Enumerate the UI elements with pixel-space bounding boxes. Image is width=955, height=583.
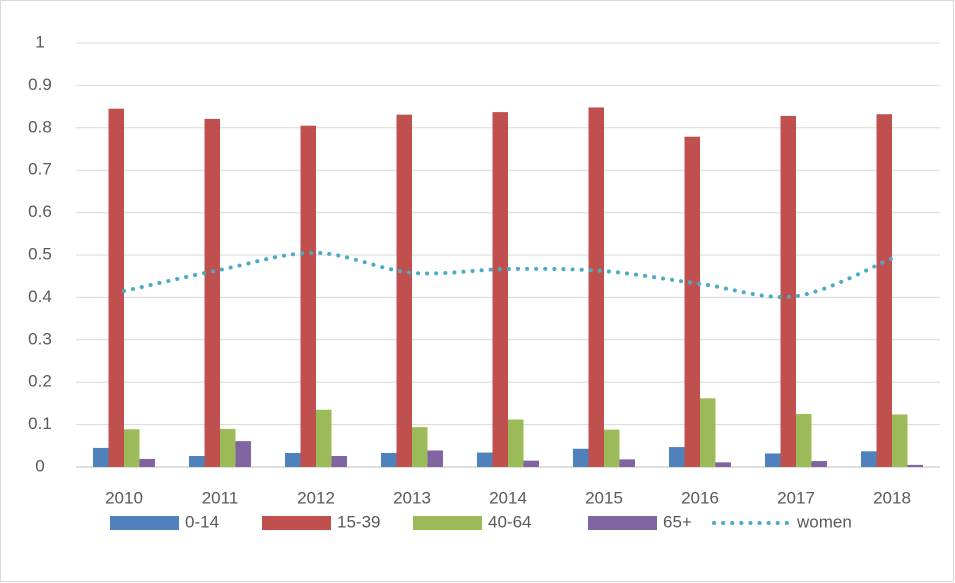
bar bbox=[235, 441, 251, 467]
legend-swatch bbox=[262, 516, 331, 530]
bar bbox=[811, 461, 827, 467]
legend-label: 0-14 bbox=[185, 512, 219, 531]
bar bbox=[477, 452, 493, 467]
y-tick-label: 1 bbox=[35, 32, 44, 51]
bar bbox=[907, 464, 923, 467]
bar bbox=[220, 428, 236, 467]
bar bbox=[108, 108, 124, 467]
bar bbox=[412, 427, 428, 467]
legend-label: 65+ bbox=[663, 512, 692, 531]
legend-label: women bbox=[796, 512, 852, 531]
bar bbox=[765, 453, 781, 467]
bar bbox=[715, 462, 731, 467]
bar bbox=[139, 458, 155, 467]
x-tick-label: 2017 bbox=[777, 488, 815, 507]
bar bbox=[189, 455, 205, 467]
y-tick-label: 0.5 bbox=[28, 244, 52, 263]
x-tick-label: 2015 bbox=[585, 488, 623, 507]
y-tick-label: 0.4 bbox=[28, 287, 52, 306]
bar bbox=[316, 409, 332, 467]
bar bbox=[331, 455, 347, 467]
bar bbox=[892, 414, 908, 467]
line-series bbox=[122, 250, 894, 299]
bar bbox=[780, 115, 796, 467]
legend-swatch bbox=[588, 516, 657, 530]
x-tick-label: 2014 bbox=[489, 488, 527, 507]
legend-label: 15-39 bbox=[337, 512, 380, 531]
bar bbox=[523, 460, 539, 467]
bar bbox=[93, 447, 109, 467]
y-tick-label: 0.3 bbox=[28, 329, 52, 348]
bar bbox=[381, 453, 397, 467]
bar bbox=[285, 453, 301, 467]
x-tick-label: 2010 bbox=[105, 488, 143, 507]
legend-label: 40-64 bbox=[488, 512, 531, 531]
y-tick-label: 0.6 bbox=[28, 202, 52, 221]
bar bbox=[588, 107, 604, 467]
bar bbox=[861, 451, 877, 467]
bar bbox=[700, 398, 716, 467]
x-tick-label: 2011 bbox=[202, 488, 239, 507]
y-tick-label: 0 bbox=[35, 456, 44, 475]
x-tick-label: 2016 bbox=[681, 488, 719, 507]
bar bbox=[204, 118, 220, 468]
x-tick-label: 2012 bbox=[297, 488, 335, 507]
y-tick-label: 0.9 bbox=[28, 75, 52, 94]
legend-swatch bbox=[413, 516, 482, 530]
x-tick-label: 2018 bbox=[873, 488, 911, 507]
bar bbox=[300, 125, 316, 468]
bar bbox=[427, 450, 443, 467]
bar bbox=[796, 414, 812, 467]
legend-swatch bbox=[110, 516, 179, 530]
bar bbox=[684, 136, 700, 468]
bar bbox=[619, 459, 635, 467]
x-tick-label: 2013 bbox=[393, 488, 431, 507]
bar bbox=[669, 447, 685, 467]
y-tick-label: 0.7 bbox=[28, 160, 52, 179]
y-tick-label: 0.8 bbox=[28, 117, 52, 136]
bar bbox=[604, 429, 620, 467]
y-tick-label: 0.2 bbox=[28, 372, 52, 391]
bar bbox=[492, 112, 508, 467]
y-tick-label: 0.1 bbox=[28, 414, 52, 433]
bar bbox=[573, 448, 589, 467]
bar bbox=[508, 419, 524, 467]
bar bbox=[124, 429, 140, 467]
bar bbox=[876, 114, 892, 468]
bar bbox=[396, 114, 412, 467]
